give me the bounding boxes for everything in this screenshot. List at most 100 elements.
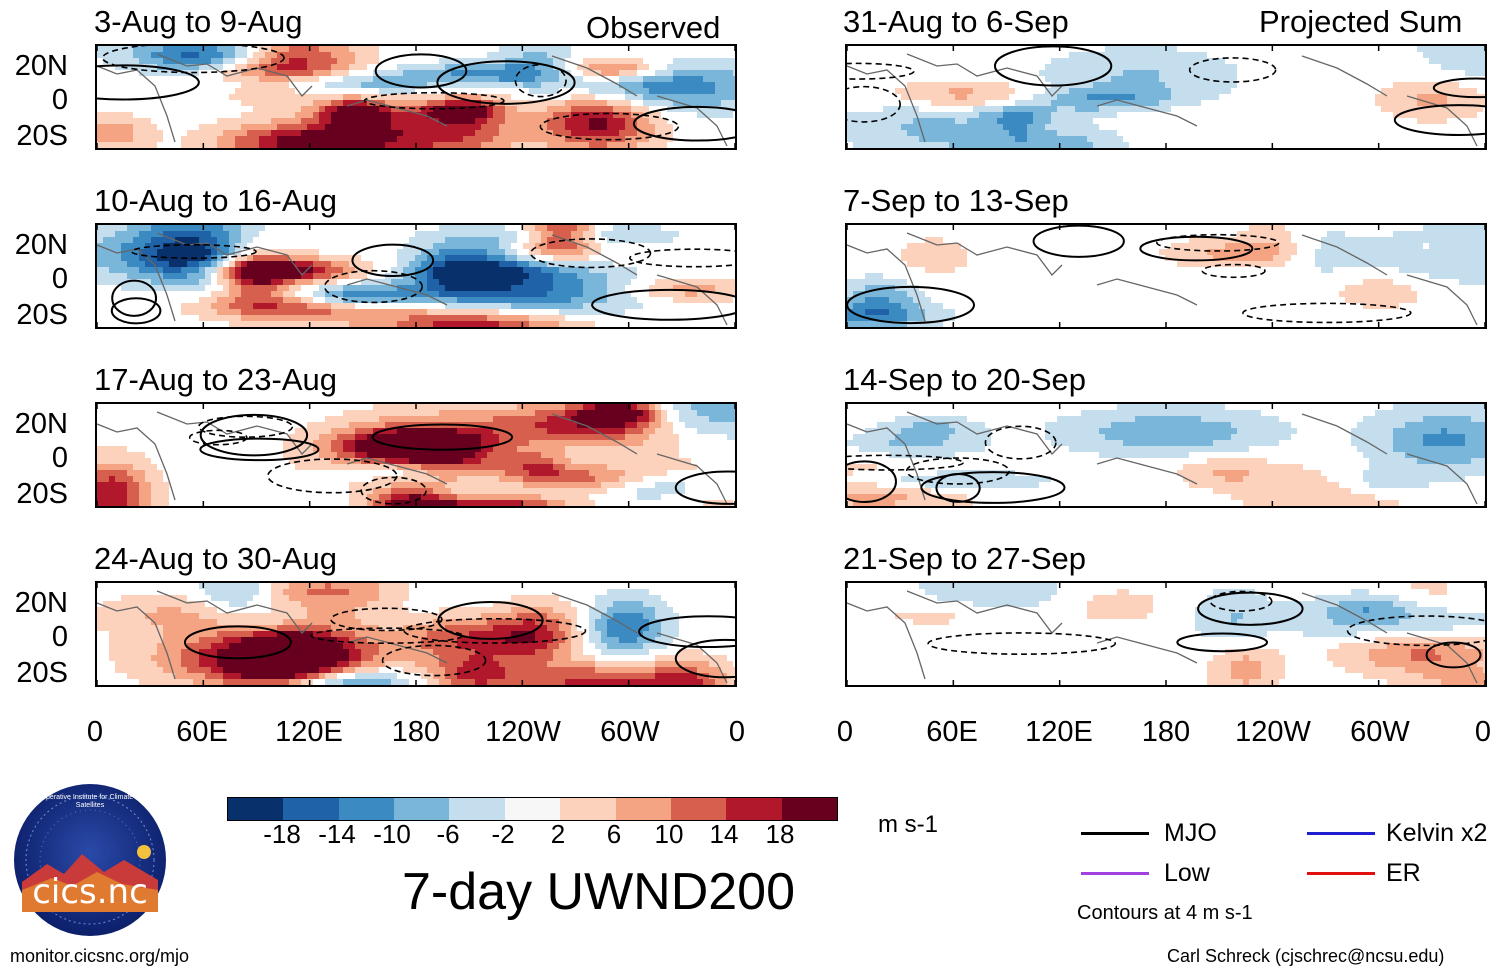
anomaly-cell [469, 243, 475, 249]
anomaly-cell [625, 273, 631, 279]
anomaly-cell [697, 404, 703, 410]
anomaly-cell [289, 64, 295, 70]
anomaly-cell [457, 237, 463, 243]
anomaly-cell [499, 476, 505, 482]
anomaly-cell [505, 422, 511, 428]
anomaly-cell [103, 243, 109, 249]
anomaly-cell [289, 46, 295, 52]
anomaly-cell [409, 661, 415, 667]
anomaly-cell [319, 136, 325, 142]
anomaly-cell [319, 309, 325, 315]
anomaly-cell [277, 589, 283, 595]
anomaly-cell [379, 631, 385, 637]
anomaly-cell [697, 297, 703, 303]
anomaly-cell [235, 64, 241, 70]
anomaly-cell [409, 315, 415, 321]
anomaly-cell [277, 100, 283, 106]
anomaly-cell [373, 643, 379, 649]
anomaly-cell [445, 297, 451, 303]
anomaly-cell [577, 309, 583, 315]
anomaly-cell [583, 225, 589, 231]
anomaly-cell [499, 619, 505, 625]
anomaly-cell [625, 434, 631, 440]
anomaly-cell [121, 118, 127, 124]
anomaly-cell [595, 130, 601, 136]
anomaly-cell [481, 464, 487, 470]
anomaly-cell [631, 625, 637, 631]
anomaly-cell [619, 661, 625, 667]
anomaly-cell [199, 303, 205, 309]
anomaly-cell [493, 661, 499, 667]
anomaly-cell [535, 446, 541, 452]
anomaly-cell [433, 458, 439, 464]
anomaly-cell [427, 434, 433, 440]
anomaly-cell [445, 458, 451, 464]
anomaly-cell [511, 70, 517, 76]
anomaly-cell [415, 410, 421, 416]
anomaly-cell [409, 82, 415, 88]
anomaly-cell [217, 273, 223, 279]
anomaly-cell [697, 64, 703, 70]
anomaly-cell [127, 452, 133, 458]
anomaly-cell [199, 46, 205, 52]
anomaly-cell [709, 106, 715, 112]
anomaly-cell [199, 136, 205, 142]
anomaly-cell [577, 237, 583, 243]
anomaly-cell [481, 124, 487, 130]
anomaly-cell [571, 142, 577, 148]
anomaly-cell [649, 452, 655, 458]
anomaly-cell [145, 643, 151, 649]
anomaly-cell [727, 279, 733, 285]
anomaly-cell [301, 46, 307, 52]
anomaly-cell [313, 118, 319, 124]
anomaly-cell [601, 100, 607, 106]
anomaly-cell [577, 231, 583, 237]
anomaly-cell [349, 118, 355, 124]
anomaly-cell [493, 655, 499, 661]
anomaly-cell [397, 661, 403, 667]
anomaly-cell [127, 285, 133, 291]
anomaly-cell [547, 291, 553, 297]
anomaly-cell [697, 58, 703, 64]
anomaly-cell [481, 494, 487, 500]
anomaly-cell [121, 225, 127, 231]
anomaly-cell [733, 82, 735, 88]
anomaly-cell [355, 494, 361, 500]
anomaly-cell [517, 64, 523, 70]
anomaly-cell [541, 488, 547, 494]
anomaly-cell [271, 100, 277, 106]
anomaly-cell [529, 243, 535, 249]
anomaly-cell [607, 404, 613, 410]
anomaly-cell [151, 631, 157, 637]
anomaly-cell [355, 118, 361, 124]
anomaly-cell [553, 231, 559, 237]
anomaly-cell [325, 625, 331, 631]
anomaly-cell [457, 261, 463, 267]
anomaly-cell [343, 416, 349, 422]
anomaly-cell [559, 625, 565, 631]
anomaly-cell [523, 76, 529, 82]
anomaly-cell [631, 470, 637, 476]
anomaly-cell [265, 82, 271, 88]
anomaly-cell [313, 136, 319, 142]
anomaly-cell [601, 464, 607, 470]
anomaly-cell [409, 482, 415, 488]
anomaly-cell [571, 470, 577, 476]
anomaly-cell [265, 88, 271, 94]
anomaly-cell [559, 291, 565, 297]
anomaly-cell [295, 643, 301, 649]
anomaly-cell [391, 124, 397, 130]
anomaly-cell [325, 595, 331, 601]
anomaly-cell [397, 422, 403, 428]
anomaly-cell [631, 237, 637, 243]
anomaly-cell [625, 64, 631, 70]
anomaly-cell [403, 440, 409, 446]
anomaly-cell [367, 58, 373, 64]
anomaly-cell [151, 625, 157, 631]
anomaly-cell [193, 136, 199, 142]
anomaly-cell [523, 297, 529, 303]
anomaly-cell [721, 661, 727, 667]
anomaly-cell [511, 237, 517, 243]
anomaly-cell [589, 267, 595, 273]
anomaly-cell [241, 225, 247, 231]
